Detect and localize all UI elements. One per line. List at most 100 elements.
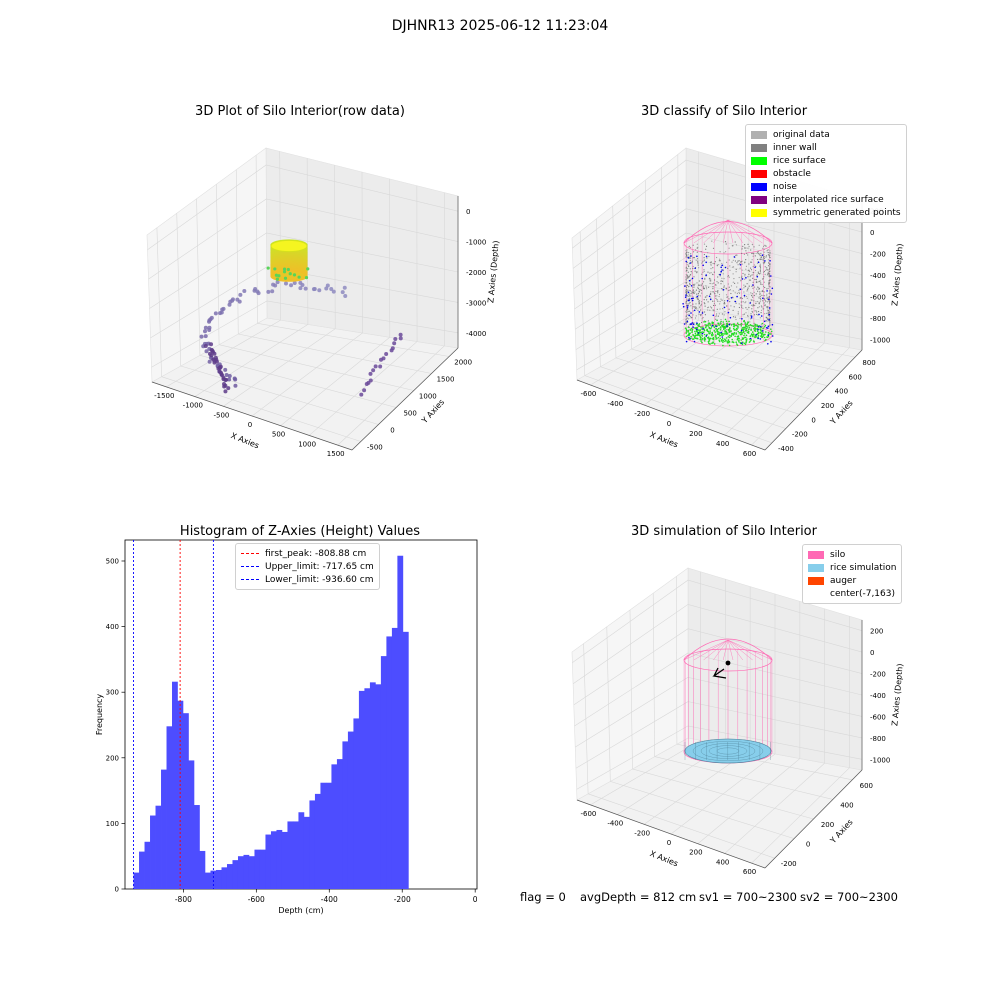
inner-wall-point — [692, 296, 694, 298]
inner-wall-point — [691, 316, 693, 319]
inner-wall-point — [703, 269, 705, 271]
rice-surface-point — [744, 325, 747, 327]
inner-wall-point — [704, 314, 707, 316]
rice-surface-point — [726, 322, 728, 325]
rice-surface-point — [760, 335, 762, 338]
rice-surface-point — [750, 333, 753, 336]
inner-wall-point — [697, 264, 699, 266]
legend-item: auger — [808, 574, 896, 587]
rice-surface-point — [740, 323, 743, 325]
histogram-bar — [402, 631, 409, 889]
legend-swatch — [751, 208, 767, 217]
histogram-bar — [281, 831, 288, 889]
inner-wall-point — [691, 292, 694, 294]
noise-point — [767, 327, 769, 329]
y-tick-label: 200 — [106, 754, 119, 762]
inner-wall-point — [740, 279, 742, 281]
rice-surface-point — [749, 335, 752, 337]
inner-wall-point — [751, 310, 753, 312]
inner-wall-point — [742, 314, 744, 316]
rice-surface-point — [728, 331, 731, 333]
p1-z-tick: -2000 — [466, 269, 486, 277]
legend-label: obstacle — [773, 168, 811, 179]
inner-wall-point — [727, 283, 729, 285]
raw-point — [331, 289, 336, 294]
legend-label: Lower_limit: -936.60 cm — [265, 574, 374, 585]
inner-wall-point — [769, 254, 771, 256]
silo-roof-wire — [683, 219, 729, 244]
histogram-bar — [177, 700, 184, 889]
rice-surface-point — [728, 344, 731, 347]
p2-grid-y — [600, 366, 786, 429]
rice-surface-point — [702, 326, 704, 329]
histogram-bar — [342, 741, 349, 889]
rice-surface-point — [724, 327, 726, 330]
silo-roof-wire — [727, 639, 753, 661]
p4-z-tick: -600 — [870, 713, 886, 721]
inner-wall-point — [750, 292, 752, 294]
raw-point — [227, 377, 232, 382]
rice-surface-point — [734, 324, 736, 327]
raw-point — [359, 392, 364, 397]
inner-wall-point — [692, 267, 694, 270]
p1-grid-y — [219, 344, 414, 391]
inner-wall-point — [741, 297, 743, 300]
inner-wall-point — [706, 288, 708, 290]
inner-wall-point — [730, 305, 732, 307]
inner-wall-point — [732, 290, 734, 292]
inner-wall-point — [758, 258, 761, 260]
inner-wall-point — [707, 306, 710, 308]
noise-point — [743, 294, 746, 297]
inner-wall-point — [719, 258, 721, 260]
inner-wall-point — [701, 321, 703, 324]
inner-wall-point — [747, 276, 749, 278]
inner-wall-point — [710, 263, 712, 265]
legend-item: symmetric generated points — [751, 206, 901, 219]
raw-point — [306, 267, 310, 271]
legend-label: symmetric generated points — [773, 207, 901, 218]
inner-wall-point — [694, 291, 696, 293]
inner-wall-point — [741, 252, 743, 254]
p4-y-tick: 200 — [821, 821, 834, 829]
inner-wall-point — [704, 277, 706, 279]
rice-surface-point — [770, 328, 772, 331]
rice-surface-point — [722, 321, 724, 323]
inner-wall-point — [690, 315, 692, 318]
inner-wall-point — [768, 268, 771, 270]
inner-wall-point — [712, 288, 714, 290]
inner-wall-point — [702, 271, 704, 273]
rice-simulation-mesh — [700, 743, 756, 759]
inner-wall-point — [751, 295, 753, 297]
inner-wall-point — [760, 299, 762, 301]
rice-surface-point — [765, 331, 767, 333]
histogram-bar — [139, 851, 145, 889]
rice-surface-point — [711, 322, 713, 325]
inner-wall-point — [692, 244, 694, 246]
inner-wall-point — [749, 315, 752, 317]
inner-wall-point — [738, 291, 740, 293]
inner-wall-point — [692, 257, 694, 259]
inner-wall-point — [735, 254, 737, 256]
rice-surface-point — [699, 338, 702, 341]
p1-y-tick: -500 — [367, 444, 383, 452]
inner-wall-point — [753, 322, 755, 324]
inner-wall-point — [696, 282, 698, 284]
inner-wall-point — [688, 318, 690, 320]
raw-point — [329, 287, 334, 292]
noise-point — [688, 299, 690, 302]
inner-wall-point — [751, 308, 753, 310]
inner-wall-point — [707, 301, 709, 303]
p2-x-tick: 400 — [716, 440, 729, 448]
inner-wall-point — [755, 310, 757, 312]
p2-grid-y — [646, 339, 828, 387]
rice-surface-point — [707, 323, 709, 325]
inner-wall-point — [698, 313, 700, 315]
raw-point — [209, 342, 214, 347]
inner-wall-point — [711, 240, 713, 242]
p4-x-tick: -400 — [607, 820, 623, 828]
raw-point — [224, 377, 229, 382]
inner-wall-point — [691, 260, 693, 262]
rice-surface-point — [697, 325, 700, 327]
silo-roof — [683, 221, 773, 244]
inner-wall-point — [768, 303, 771, 305]
